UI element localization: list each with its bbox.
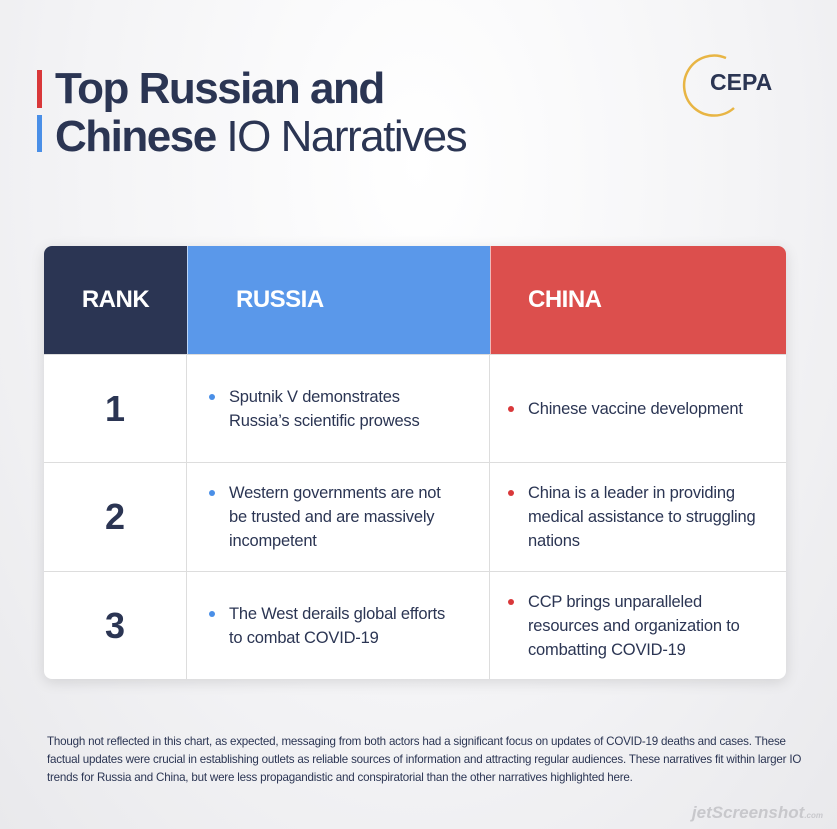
bullet-dot	[508, 598, 514, 605]
header-cell: CHINA	[490, 246, 786, 354]
bullet-dot	[209, 394, 215, 401]
title-text: Top Russian and	[55, 64, 385, 113]
narrative-text: CCP brings unparalleled resources and or…	[528, 592, 740, 659]
logo: CEPA	[682, 54, 772, 117]
narrative-cell: Chinese vaccine development	[490, 355, 786, 463]
narrative-text: China is a leader in providing medical a…	[528, 484, 756, 551]
narrative-cell: CCP brings unparalleled resources and or…	[490, 572, 786, 679]
header-cell: RUSSIA	[187, 246, 490, 354]
title-text: IO Narratives	[226, 112, 467, 161]
table: RANK RUSSIA CHINA 1 Sputnik V demonstrates R…	[44, 246, 786, 679]
narrative-cell: Sputnik V demonstrates Russia’s scientif…	[187, 355, 490, 464]
title-line: Top Russian and	[55, 64, 385, 114]
accent-blue	[37, 115, 42, 152]
bullet-item: Western governments are not be trusted a…	[209, 481, 459, 553]
table-row: 3 The West derails global efforts to comb…	[44, 570, 786, 679]
table-row: 2 Western governments are not be trusted …	[44, 462, 786, 572]
bullet-dot	[508, 406, 514, 413]
narrative-cell: Western governments are not be trusted a…	[187, 463, 490, 572]
narrative-cell: China is a leader in providing medical a…	[490, 463, 786, 571]
header-row: RANK RUSSIA CHINA	[44, 246, 786, 354]
bullet-dot	[209, 610, 215, 617]
rank-cell: 2	[44, 463, 187, 572]
logo-arc	[682, 54, 735, 117]
watermark: jetScreenshot.com	[692, 803, 823, 823]
title-line: Chinese IO Narratives	[55, 112, 468, 162]
bullet-item: Chinese vaccine development	[508, 397, 743, 421]
watermark-suffix: .com	[804, 811, 823, 820]
rank-cell: 3	[44, 571, 187, 679]
bullet-item: CCP brings unparalleled resources and or…	[508, 590, 756, 662]
bullet-item: Sputnik V demonstrates Russia’s scientif…	[209, 385, 459, 433]
header-cell: RANK	[44, 246, 187, 354]
accent-red	[37, 70, 42, 108]
table-row: 1 Sputnik V demonstrates Russia’s scienti…	[44, 354, 786, 464]
narrative-text: The West derails global efforts to comba…	[229, 604, 446, 647]
logo-text: CEPA	[710, 69, 772, 95]
watermark-text: jetScreenshot	[691, 803, 805, 822]
narrative-text: Sputnik V demonstrates Russia’s scientif…	[229, 388, 420, 431]
bullet-dot	[508, 490, 514, 497]
rank-cell: 1	[44, 355, 187, 464]
bullet-item: The West derails global efforts to comba…	[209, 602, 459, 650]
bullet-dot	[209, 490, 215, 497]
narrative-text: Western governments are not be trusted a…	[229, 484, 441, 551]
footnote: Though not reflected in this chart, as e…	[47, 735, 802, 784]
narrative-text: Chinese vaccine development	[528, 400, 743, 419]
narrative-cell: The West derails global efforts to comba…	[187, 571, 490, 679]
bullet-item: China is a leader in providing medical a…	[508, 481, 756, 553]
title-text: Chinese	[55, 112, 217, 161]
